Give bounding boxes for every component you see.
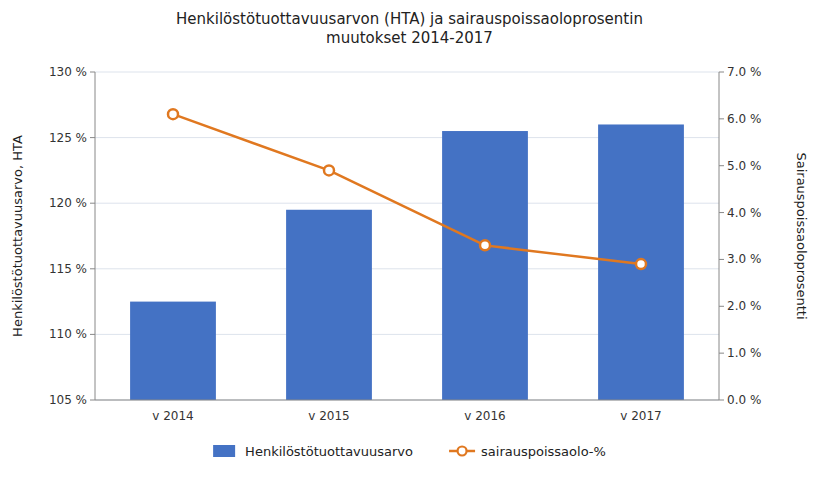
x-tick-label: v 2016 bbox=[464, 409, 505, 423]
y2-tick bbox=[719, 259, 724, 260]
bar bbox=[598, 124, 684, 400]
y-tick-label: 125 % bbox=[49, 131, 87, 145]
y2-tick bbox=[719, 165, 724, 166]
y-tick-label: 115 % bbox=[49, 262, 87, 276]
y-axis-label: Henkilöstötuottavuusarvo, HTA bbox=[10, 135, 25, 337]
y2-axis-line bbox=[719, 72, 720, 400]
y-tick bbox=[90, 334, 95, 335]
y2-tick-label: 1.0 % bbox=[727, 346, 761, 360]
grid-line bbox=[95, 72, 719, 73]
x-tick-label: v 2015 bbox=[308, 409, 349, 423]
legend: Henkilöstötuottavuusarvo sairauspoissaolo… bbox=[213, 444, 606, 459]
title: Henkilöstötuottavuusarvon (HTA) ja saira… bbox=[176, 10, 643, 47]
line bbox=[173, 114, 641, 264]
grid bbox=[95, 72, 719, 400]
y-tick bbox=[90, 268, 95, 269]
y2-tick bbox=[719, 72, 724, 73]
y-tick-label: 110 % bbox=[49, 327, 87, 341]
grid-line bbox=[95, 400, 719, 401]
y2-tick-label: 5.0 % bbox=[727, 159, 761, 173]
legend-item: Henkilöstötuottavuusarvo bbox=[213, 444, 413, 459]
y2-tick-label: 6.0 % bbox=[727, 112, 761, 126]
y2-tick bbox=[719, 353, 724, 354]
y2-tick-label: 7.0 % bbox=[727, 65, 761, 79]
legend-item: sairauspoissaolo-% bbox=[449, 444, 606, 459]
legend-label: Henkilöstötuottavuusarvo bbox=[245, 444, 413, 459]
y2-tick bbox=[719, 306, 724, 307]
y-tick-label: 130 % bbox=[49, 65, 87, 79]
y2-tick-label: 4.0 % bbox=[727, 206, 761, 220]
y-tick bbox=[90, 203, 95, 204]
marker bbox=[480, 240, 490, 250]
x-tick-label: v 2014 bbox=[152, 409, 193, 423]
legend-marker bbox=[458, 447, 467, 456]
y2-tick bbox=[719, 400, 724, 401]
y-tick bbox=[90, 400, 95, 401]
y2-tick-label: 0.0 % bbox=[727, 393, 761, 407]
y2-tick bbox=[719, 118, 724, 119]
marker bbox=[168, 109, 178, 119]
y-tick-label: 105 % bbox=[49, 393, 87, 407]
y-tick bbox=[90, 72, 95, 73]
y2-tick-label: 2.0 % bbox=[727, 299, 761, 313]
marker bbox=[636, 259, 646, 269]
bar bbox=[286, 210, 372, 400]
bars bbox=[130, 124, 684, 400]
marker bbox=[324, 165, 334, 175]
y2-tick bbox=[719, 212, 724, 213]
lines bbox=[168, 109, 646, 269]
background bbox=[0, 0, 819, 495]
x-tick-label: v 2017 bbox=[620, 409, 661, 423]
legend-swatch bbox=[213, 445, 235, 457]
y-axis-line bbox=[95, 72, 96, 400]
y2-axis-label: Sairauspoissaoloprosentti bbox=[794, 152, 809, 319]
bar bbox=[442, 131, 528, 400]
x-axis-line bbox=[95, 400, 719, 401]
y-tick-label: 120 % bbox=[49, 196, 87, 210]
y-tick bbox=[90, 137, 95, 138]
bar bbox=[130, 302, 216, 400]
chart: Henkilöstötuottavuusarvon (HTA) ja saira… bbox=[0, 0, 819, 495]
y2-tick-label: 3.0 % bbox=[727, 252, 761, 266]
legend-label: sairauspoissaolo-% bbox=[481, 444, 606, 459]
